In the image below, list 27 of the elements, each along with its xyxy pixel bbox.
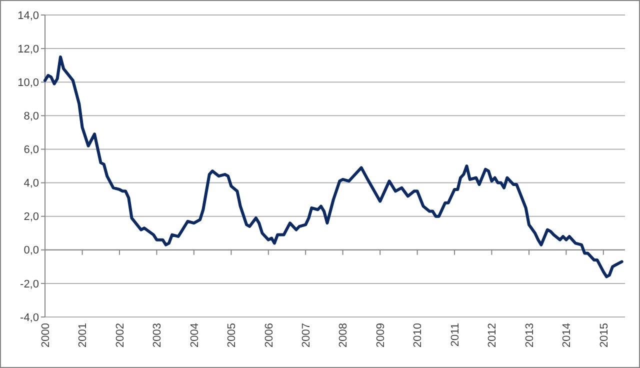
- x-tick-label: 2006: [263, 323, 276, 348]
- x-tick-label: 2013: [524, 323, 536, 348]
- x-tick-label: 2010: [412, 323, 424, 348]
- x-tick-label: 2004: [188, 323, 201, 348]
- y-tick-label: -2,0: [20, 278, 39, 290]
- x-tick-label: 2011: [449, 323, 462, 347]
- y-tick-label: 8,0: [24, 110, 39, 123]
- x-tick-label: 2007: [300, 323, 312, 348]
- x-tick-label: 2000: [40, 323, 52, 348]
- line-series: [44, 55, 624, 278]
- x-tick-label: 2009: [374, 323, 387, 348]
- x-tick-label: 2008: [338, 323, 350, 348]
- x-tick-label: 2003: [152, 323, 164, 348]
- x-tick-label: 2002: [114, 323, 126, 348]
- x-tick-label: 2014: [561, 323, 574, 348]
- y-tick-label: 6,0: [24, 144, 39, 156]
- y-tick-label: 14,0: [18, 10, 39, 22]
- y-tick-label: 12,0: [18, 43, 39, 56]
- x-tick-label: 2005: [226, 323, 238, 348]
- y-tick-label: 10,0: [18, 76, 39, 89]
- y-tick-label: 2,0: [24, 211, 39, 224]
- y-tick-label: 4,0: [24, 178, 39, 190]
- x-tick-label: 2001: [77, 323, 90, 348]
- x-tick-label: 2012: [486, 323, 499, 348]
- x-tick-label: 2015: [598, 323, 610, 348]
- y-tick-label: 0,0: [24, 244, 39, 257]
- y-tick-label: -4,0: [20, 312, 39, 324]
